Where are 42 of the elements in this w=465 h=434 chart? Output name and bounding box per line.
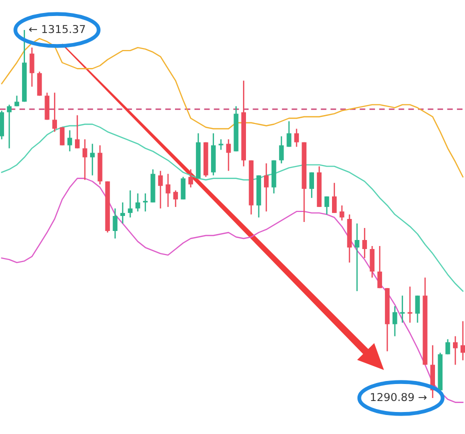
annotation: 1290.89 →: [370, 392, 427, 402]
candlestick: [60, 126, 65, 146]
candlestick: [128, 190, 133, 218]
candlestick: [30, 46, 34, 88]
candlestick: [135, 192, 140, 212]
candlestick: [37, 71, 42, 96]
candlestick: [309, 172, 314, 199]
candlestick: [377, 245, 382, 289]
annotation: ← 1315.37: [29, 24, 85, 34]
candlestick: [400, 295, 405, 324]
candlestick: [445, 338, 450, 355]
candlestick: [188, 168, 194, 188]
candlestick: [415, 295, 420, 324]
candlestick: [173, 190, 178, 208]
candlestick: [180, 176, 186, 200]
candlestick: [143, 192, 148, 212]
candlestick: [286, 120, 292, 148]
candlestick: [90, 143, 95, 176]
candlestick: [340, 204, 344, 222]
candlestick: [294, 128, 299, 148]
candlestick: [158, 170, 163, 210]
candlestick: [74, 114, 80, 149]
candlestick: [392, 306, 398, 337]
candlestick: [218, 138, 224, 150]
candlestick: [112, 208, 118, 240]
candlestick: [166, 173, 170, 208]
candlestick: [82, 138, 88, 180]
candlestick: [226, 138, 231, 172]
candlestick: [279, 136, 284, 164]
candlestick: [264, 162, 269, 212]
candlestick: [354, 222, 360, 292]
candlestick: [362, 227, 367, 259]
candlestick: [67, 130, 72, 152]
candlestick: [120, 202, 126, 224]
candlestick: [452, 336, 458, 366]
candlestick: [6, 104, 12, 149]
candlestick: [370, 245, 374, 278]
candlestick: [52, 92, 57, 132]
candlestick: [324, 196, 330, 216]
candlestick: [332, 182, 337, 214]
candlestick: [408, 286, 412, 324]
candlestick: [460, 320, 465, 361]
